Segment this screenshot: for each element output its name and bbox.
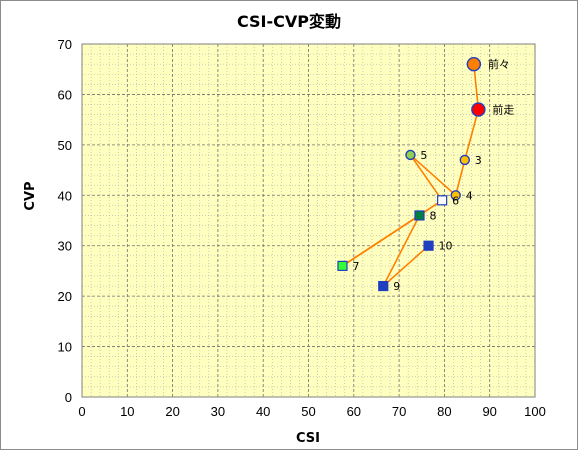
point-label: 4 [466, 189, 473, 202]
point-label: 10 [439, 240, 453, 253]
point-label: 6 [452, 194, 459, 207]
point-label: 7 [352, 260, 359, 273]
marker-8 [414, 210, 425, 221]
marker-3 [459, 154, 470, 166]
marker-7 [337, 260, 348, 271]
connector-line [342, 214, 420, 267]
connection-lines [342, 64, 480, 287]
x-axis-title: CSI [296, 431, 320, 446]
connector-line [473, 64, 480, 110]
x-tick-label: 0 [78, 404, 85, 419]
point-label: 9 [393, 280, 400, 293]
point-label: 前々 [488, 57, 510, 71]
y-tick-label: 70 [58, 37, 72, 52]
marker-前々 [466, 56, 482, 72]
x-tick-label: 50 [301, 404, 315, 419]
x-tick-label: 10 [120, 404, 134, 419]
marker-前走 [471, 102, 486, 117]
y-tick-label: 0 [65, 390, 72, 405]
y-tick-label: 60 [58, 87, 72, 102]
x-tick-label: 30 [211, 404, 225, 419]
marker-5 [405, 149, 416, 161]
data-markers [337, 56, 486, 292]
connector-line [464, 109, 480, 161]
x-tick-label: 20 [165, 404, 179, 419]
marker-10 [423, 240, 434, 251]
x-tick-label: 40 [256, 404, 270, 419]
y-tick-label: 50 [58, 138, 72, 153]
marker-4 [450, 190, 461, 201]
point-label: 8 [429, 209, 436, 222]
x-tick-label: 100 [524, 404, 546, 419]
connector-line [382, 215, 421, 287]
tick-layer: 0 10 20 30 40 50 60 70 80 90 100 0 10 20 30 40 50 60 70 [58, 37, 546, 419]
chart-title: CSI-CVP変動 [237, 12, 341, 31]
y-tick-label: 40 [58, 188, 72, 203]
marker-6 [437, 195, 448, 206]
connector-line [409, 154, 443, 201]
marker-9 [378, 280, 389, 292]
plot-border [81, 43, 536, 398]
connector-line [454, 159, 466, 196]
y-tick-label: 20 [58, 289, 72, 304]
y-tick-label: 10 [58, 340, 72, 355]
connector-line [382, 245, 430, 287]
x-tick-label: 70 [392, 404, 406, 419]
y-tick-label: 30 [58, 239, 72, 254]
point-label: 前走 [492, 103, 514, 117]
point-label: 5 [420, 149, 427, 162]
x-tick-label: 60 [347, 404, 361, 419]
connector-line [409, 154, 457, 196]
x-tick-label: 80 [437, 404, 451, 419]
y-axis-title: CVP [23, 181, 38, 210]
x-tick-label: 90 [482, 404, 496, 419]
point-label: 3 [475, 154, 482, 167]
grid-layer [82, 44, 535, 397]
